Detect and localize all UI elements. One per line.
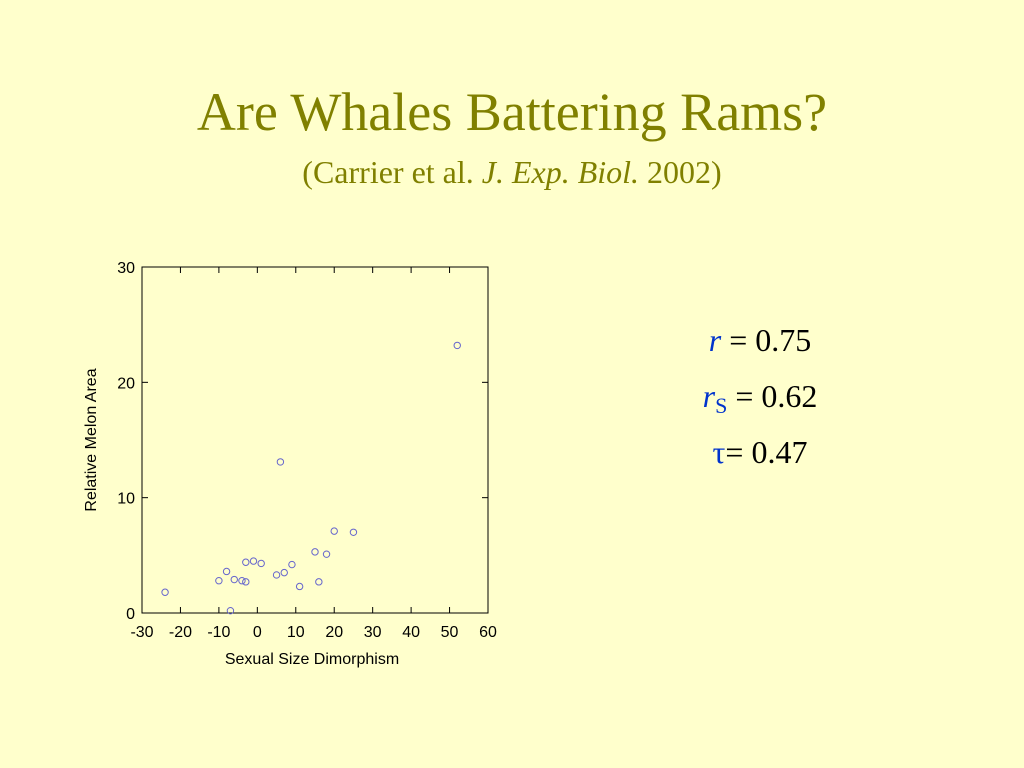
- y-tick-label: 20: [117, 375, 135, 392]
- data-point: [295, 582, 304, 591]
- x-tick-label: 60: [479, 624, 497, 641]
- x-axis-label: Sexual Size Dimorphism: [225, 651, 399, 668]
- data-point: [242, 558, 250, 566]
- data-point: [288, 560, 296, 569]
- pearson-r: r = 0.75: [620, 318, 900, 374]
- data-point: [453, 341, 461, 350]
- citation-authors: (Carrier et al.: [302, 154, 482, 190]
- data-point: [315, 578, 323, 586]
- x-tick-label: -10: [207, 624, 230, 641]
- y-tick-label: 30: [117, 260, 135, 277]
- x-tick-label: 50: [441, 624, 459, 641]
- data-points: [161, 341, 461, 615]
- data-point: [230, 575, 238, 584]
- data-point: [272, 571, 281, 579]
- kendall-value: = 0.47: [725, 434, 808, 470]
- x-tick-label: 30: [364, 624, 382, 641]
- data-point: [242, 578, 250, 586]
- data-point: [226, 606, 235, 615]
- axis-tick-labels: -30 -20 -10 0 10 20 30 40 50 60 0 10 20 30: [117, 260, 497, 641]
- data-point: [276, 458, 285, 466]
- data-point: [280, 568, 288, 577]
- data-point: [330, 527, 338, 535]
- citation-year: 2002): [639, 154, 722, 190]
- pearson-symbol: r: [708, 322, 722, 358]
- slide-subtitle: (Carrier et al. J. Exp. Biol. 2002): [0, 152, 1024, 192]
- spearman-symbol: r: [702, 378, 716, 414]
- data-point: [311, 548, 319, 556]
- plot-frame: [141, 266, 489, 614]
- x-tick-label: 40: [402, 624, 420, 641]
- y-tick-label: 0: [126, 606, 135, 623]
- data-point: [161, 588, 169, 596]
- axis-ticks: [141, 266, 489, 614]
- pearson-value: = 0.75: [721, 322, 812, 358]
- data-point: [249, 557, 258, 565]
- spearman-value: = 0.62: [727, 378, 818, 414]
- citation-journal: J. Exp. Biol.: [481, 154, 640, 190]
- data-point: [238, 577, 246, 585]
- data-point: [349, 528, 358, 536]
- y-axis-label: Relative Melon Area: [83, 368, 100, 511]
- kendall-symbol: τ: [712, 434, 726, 470]
- x-tick-label: 20: [325, 624, 343, 641]
- y-tick-label: 10: [117, 491, 135, 508]
- x-tick-label: 0: [253, 624, 262, 641]
- x-tick-label: 10: [287, 624, 305, 641]
- spearman-subscript: S: [715, 393, 728, 418]
- slide-title: Are Whales Battering Rams?: [196, 82, 828, 142]
- data-point: [222, 567, 231, 576]
- kendall-tau: τ= 0.47: [620, 430, 900, 486]
- spearman-r: rS = 0.62: [620, 374, 900, 430]
- x-tick-label: -30: [130, 624, 153, 641]
- data-point: [215, 577, 223, 585]
- correlation-stats: r = 0.75 rS = 0.62 τ= 0.47: [620, 318, 900, 486]
- data-point: [257, 559, 265, 568]
- x-tick-label: -20: [169, 624, 192, 641]
- data-point: [322, 550, 331, 558]
